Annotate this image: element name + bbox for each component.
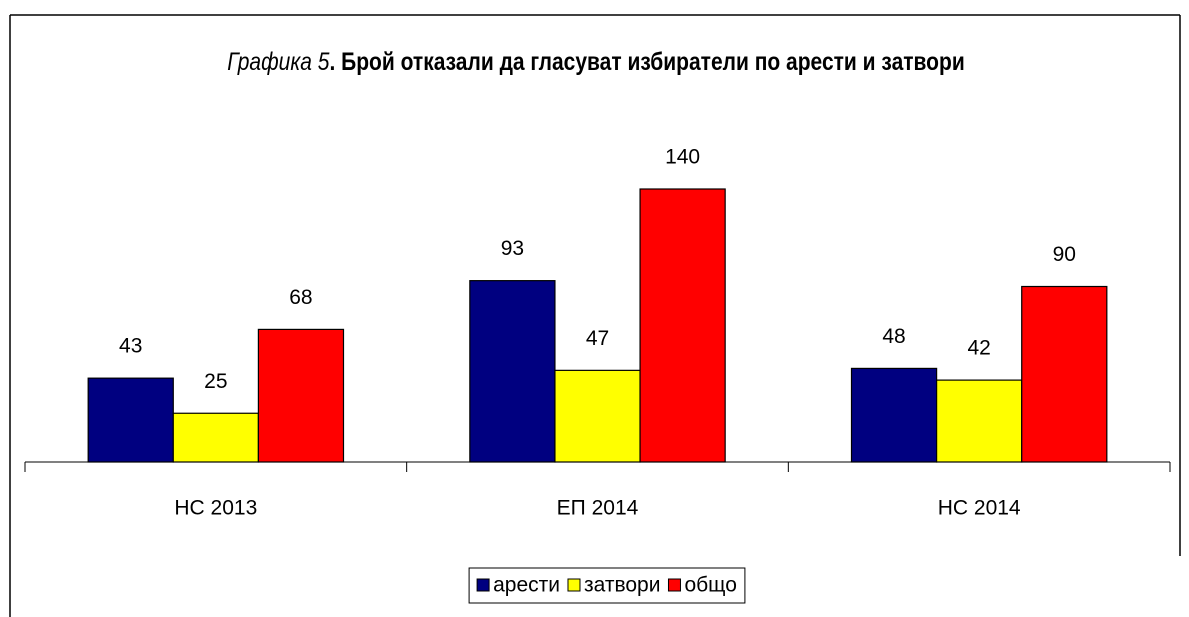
legend-swatch: [476, 578, 490, 592]
chart-title: Графика 5. Брой отказали да гласуват изб…: [151, 38, 1041, 86]
title-prefix: Графика 5: [227, 48, 330, 76]
x-tick-label: НС 2014: [938, 497, 1021, 520]
legend-box: [468, 567, 746, 604]
data-label: 47: [586, 327, 609, 350]
data-label: 25: [204, 370, 227, 393]
bar: [469, 280, 556, 463]
legend-label: затвори: [584, 574, 660, 597]
bar: [639, 188, 726, 463]
bar: [172, 412, 259, 463]
bar: [850, 367, 938, 463]
legend-swatch: [667, 578, 681, 592]
legend-swatch: [567, 578, 581, 592]
data-label: 43: [119, 335, 142, 358]
bar: [936, 379, 1023, 463]
data-label: 48: [882, 325, 905, 348]
legend-label: арести: [493, 574, 560, 597]
bar: [1021, 285, 1108, 463]
bar: [87, 377, 174, 463]
data-label: 42: [967, 337, 990, 360]
legend: арести затвори общо: [468, 567, 746, 604]
legend-label: общо: [684, 574, 736, 597]
x-tick-label: ЕП 2014: [557, 497, 639, 520]
bar: [257, 328, 345, 463]
data-label: 140: [665, 146, 700, 169]
data-label: 90: [1053, 243, 1076, 266]
bar: [554, 369, 641, 463]
data-label: 68: [289, 286, 312, 309]
x-tick-label: НС 2013: [174, 497, 257, 520]
title-text: . Брой отказали да гласуват избиратели п…: [329, 48, 965, 76]
data-label: 93: [501, 237, 524, 260]
